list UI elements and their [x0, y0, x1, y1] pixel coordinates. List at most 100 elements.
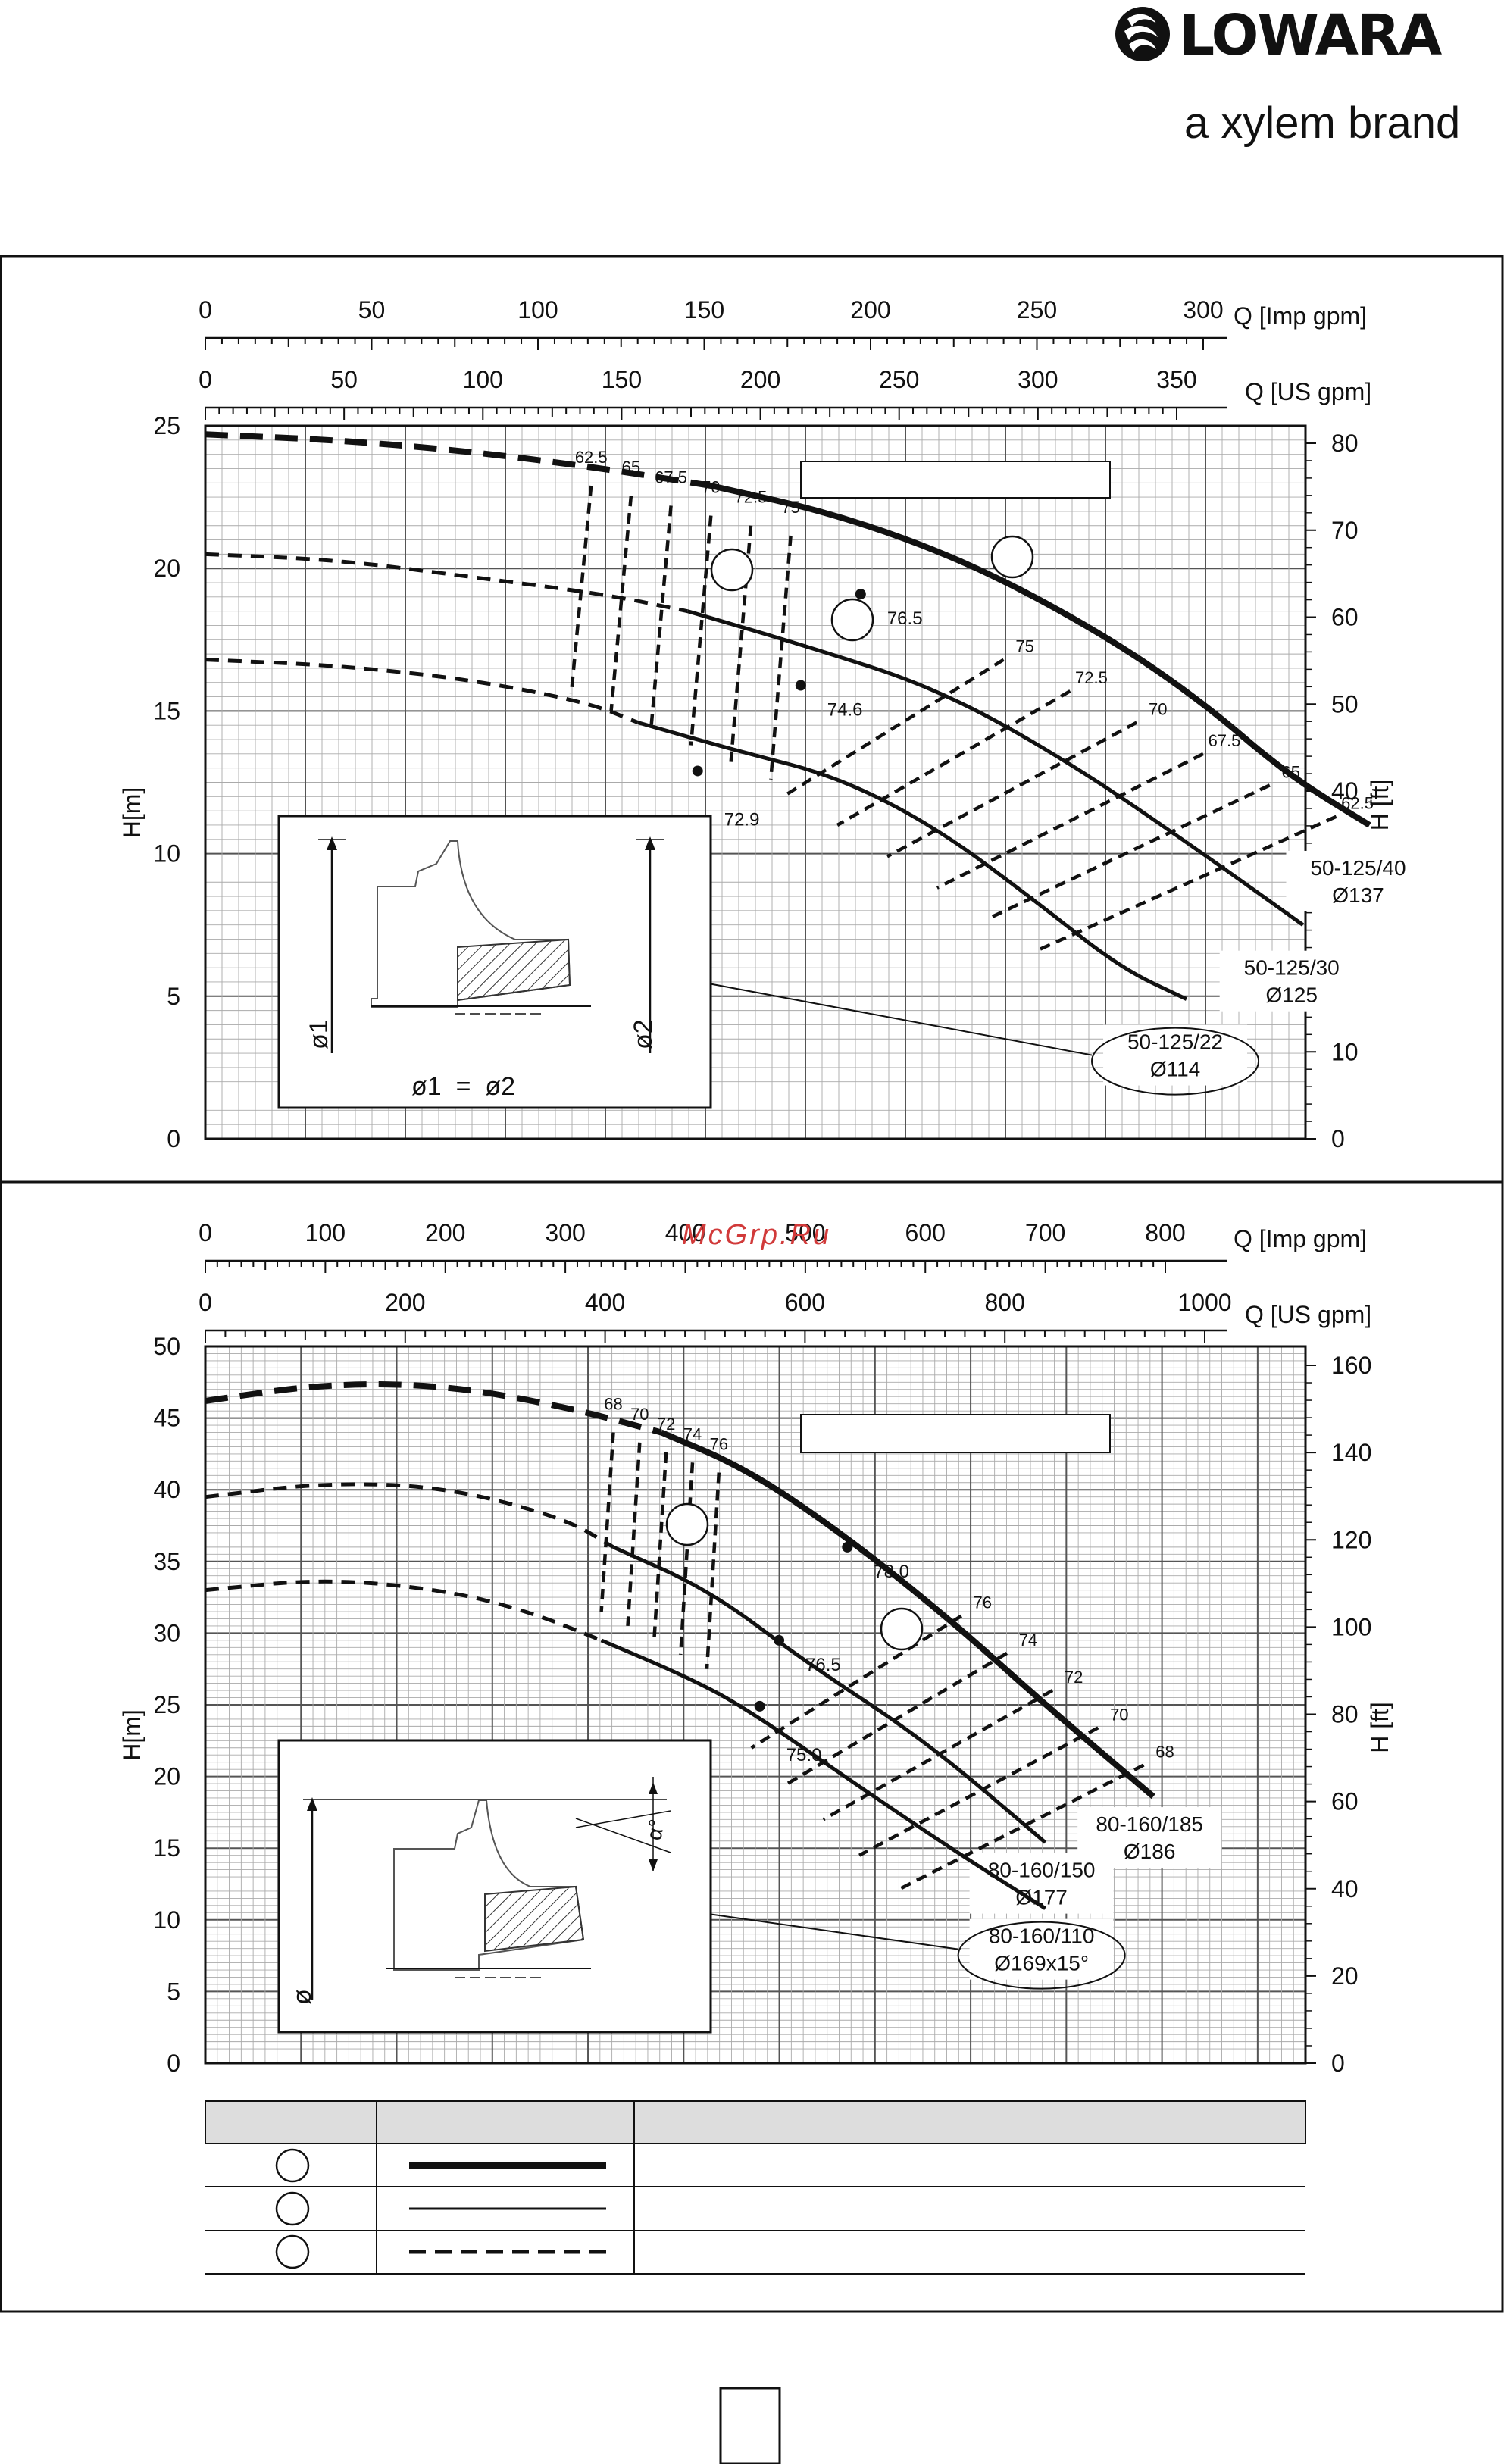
plot-border: [204, 1345, 1307, 2065]
y-right-tick-label: 160: [1331, 1352, 1371, 1379]
y-right-tick-label: 50: [1331, 690, 1359, 718]
efficiency-label-left: 67.5: [655, 467, 687, 486]
bep-label: 72.9: [724, 809, 760, 830]
y-right-tick-label: 60: [1331, 604, 1359, 631]
efficiency-label-right: 65: [1282, 762, 1300, 781]
y-left-tick-label: 40: [153, 1476, 180, 1503]
bep-label: 76.5: [887, 608, 923, 629]
diameter-formula: ø1 = ø2: [411, 1072, 515, 1101]
curve-dashed-segment: [205, 1381, 662, 1436]
brand-header: LOWARA a xylem brand: [1115, 3, 1460, 148]
us-tick-label: 250: [879, 366, 919, 393]
efficiency-label-right: 67.5: [1209, 731, 1241, 750]
left-axis: 0 5 10 15 20 25 H[m]: [118, 412, 180, 1152]
legend-table: [205, 2100, 1306, 2275]
legend-marker-1: [275, 2148, 310, 2183]
y-left-tick-label: 20: [153, 1763, 180, 1790]
legend-marker-2: [275, 2191, 310, 2226]
curve-label-bg: [1103, 1024, 1248, 1086]
bep-point: [754, 1700, 765, 1712]
y-right-tick-label: 20: [1331, 1962, 1359, 1990]
page-frame: [0, 255, 1504, 2313]
efficiency-line: [769, 535, 793, 780]
curve-label-bg: [1286, 850, 1431, 911]
y-right-tick-label: 100: [1331, 1613, 1371, 1640]
efficiency-line: [786, 1651, 1008, 1786]
y-left-tick-label: 10: [153, 840, 180, 868]
us-tick-label: 150: [602, 366, 642, 393]
annotation-markers: [710, 461, 1111, 642]
efficiency-line: [609, 495, 633, 711]
curve-solid-segment: [710, 483, 1371, 828]
y-right-axis-label: H [ft]: [1366, 780, 1393, 831]
annotation-marker: [830, 598, 874, 642]
efficiency-line: [649, 505, 673, 729]
curve-model-label: 80-160/110: [989, 1925, 1095, 1948]
us-tick-label: 400: [585, 1289, 625, 1316]
efficiency-line: [822, 1689, 1054, 1821]
imp-tick-label: 100: [305, 1219, 346, 1246]
imp-tick-label: 150: [684, 296, 724, 324]
bep-point: [774, 1634, 785, 1646]
curve-label-group: 80-160/185 Ø186: [1077, 1807, 1222, 1868]
curve-model-label: 50-125/30: [1244, 956, 1340, 980]
bep-point: [855, 589, 866, 600]
y-left-tick-label: 5: [167, 983, 180, 1010]
impeller-diagram-2: ø α°: [277, 1739, 712, 2034]
y-right-tick-label: 80: [1331, 430, 1359, 457]
diameter-2-label: ø2: [629, 1019, 658, 1049]
efficiency-label-left: 74: [683, 1424, 702, 1443]
us-tick-label: 300: [1018, 366, 1058, 393]
diameter-1-label: ø1: [305, 1019, 333, 1049]
y-right-tick-label: 40: [1331, 1875, 1359, 1903]
y-left-tick-label: 25: [153, 1691, 180, 1718]
annotation-marker: [990, 535, 1034, 579]
efficiency-line: [894, 1763, 1145, 1893]
y-left-tick-label: 50: [153, 1333, 180, 1360]
y-right-tick-label: 70: [1331, 517, 1359, 544]
annotation-marker: [710, 548, 754, 592]
imp-tick-label: 700: [1025, 1219, 1065, 1246]
efficiency-label-left: 62.5: [575, 448, 608, 467]
us-tick-label: 50: [330, 366, 358, 393]
curve-label-group: 50-125/22 Ø114: [1091, 1024, 1260, 1096]
bep-point: [795, 680, 806, 691]
efficiency-label-right: 70: [1110, 1705, 1128, 1724]
y-left-tick-label: 25: [153, 412, 180, 439]
bep-label: 75.0: [786, 1745, 822, 1765]
annotation-legend-box: [800, 461, 1111, 499]
page-number-box: [719, 2387, 781, 2464]
legend-header-row: [205, 2100, 1306, 2144]
lowara-logo-icon: [1115, 7, 1170, 61]
curve-diameter-label: Ø125: [1265, 983, 1318, 1007]
us-axis-label: Q [US gpm]: [1245, 378, 1371, 405]
y-left-tick-label: 0: [167, 2050, 180, 2077]
curve-solid-segment: [600, 1638, 1046, 1910]
imp-tick-label: 300: [545, 1219, 585, 1246]
us-axis-label: Q [US gpm]: [1245, 1301, 1371, 1328]
diameter-label: ø: [288, 1989, 317, 2005]
y-left-tick-label: 20: [153, 555, 180, 582]
us-tick-label: 200: [740, 366, 780, 393]
efficiency-label-left: 70: [702, 478, 720, 497]
us-tick-label: 600: [785, 1289, 825, 1316]
impeller-diagram-1: ø1 ø2 ø1 = ø2: [277, 815, 712, 1109]
curve-diameter-label: Ø114: [1150, 1058, 1200, 1081]
curve-label-ellipse: [1091, 1027, 1260, 1096]
imp-tick-label: 200: [425, 1219, 465, 1246]
efficiency-line: [689, 515, 713, 746]
us-tick-label: 350: [1156, 366, 1196, 393]
annotation-marker: [880, 1607, 924, 1651]
imp-tick-label: 200: [850, 296, 890, 324]
efficiency-line: [569, 485, 593, 695]
curve-model-label: 80-160/150: [988, 1859, 1096, 1882]
annotation-marker: [665, 1502, 709, 1546]
y-left-tick-label: 15: [153, 697, 180, 724]
efficiency-label-left: 75: [781, 498, 799, 517]
y-right-tick-label: 140: [1331, 1439, 1371, 1466]
efficiency-label-left: 76: [710, 1434, 728, 1453]
efficiency-line: [599, 1432, 615, 1612]
efficiency-line: [678, 1462, 695, 1655]
